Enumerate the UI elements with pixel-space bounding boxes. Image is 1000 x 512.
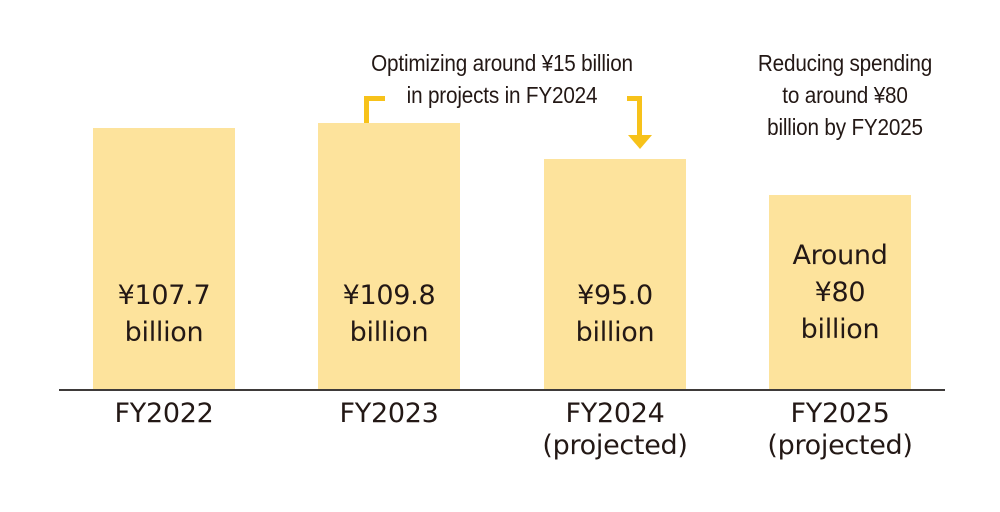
bar-value-label: ¥107.7 billion xyxy=(93,277,235,351)
bar-value: ¥109.8 xyxy=(342,280,436,311)
x-tick-label-fy2023: FY2023 xyxy=(289,398,489,430)
annotation-line: billion by FY2025 xyxy=(767,114,923,140)
bar-unit: billion xyxy=(800,314,880,345)
category-note: (projected) xyxy=(542,430,688,461)
bar-value-label: ¥109.8 billion xyxy=(318,277,460,351)
category-year: FY2023 xyxy=(339,398,439,429)
category-note: (projected) xyxy=(767,430,913,461)
x-tick-label-fy2025: FY2025 (projected) xyxy=(740,398,940,462)
bar-prefix: Around xyxy=(792,240,888,271)
connector-right-horizontal xyxy=(627,96,642,101)
arrow-down-icon xyxy=(628,135,652,149)
x-tick-label-fy2024: FY2024 (projected) xyxy=(515,398,715,462)
x-tick-label-fy2022: FY2022 xyxy=(64,398,264,430)
bar-value: ¥95.0 xyxy=(577,280,653,311)
bar-value-label: Around ¥80 billion xyxy=(769,237,911,348)
bar-fy2022: ¥107.7 billion xyxy=(93,128,235,390)
annotation-line: in projects in FY2024 xyxy=(406,82,598,108)
bar-unit: billion xyxy=(575,317,655,348)
bar-value: ¥80 xyxy=(814,277,866,308)
bar-value: ¥107.7 xyxy=(117,280,211,311)
x-axis-line xyxy=(59,389,945,391)
category-year: FY2024 xyxy=(565,398,665,429)
annotation-line: Optimizing around ¥15 billion xyxy=(371,50,633,76)
annotation-optimizing: Optimizing around ¥15 billion in project… xyxy=(340,47,664,111)
annotation-line: to around ¥80 xyxy=(782,82,908,108)
bar-value-label: ¥95.0 billion xyxy=(544,277,686,351)
bar-fy2025: Around ¥80 billion xyxy=(769,195,911,390)
bar-unit: billion xyxy=(349,317,429,348)
annotation-line: Reducing spending xyxy=(757,50,933,76)
category-year: FY2022 xyxy=(114,398,214,429)
bar-fy2024: ¥95.0 billion xyxy=(544,159,686,390)
connector-right-vertical xyxy=(637,96,642,136)
bar-fy2023: ¥109.8 billion xyxy=(318,123,460,390)
category-year: FY2025 xyxy=(790,398,890,429)
bar-unit: billion xyxy=(124,317,204,348)
connector-left-horizontal xyxy=(364,96,385,101)
annotation-reducing: Reducing spending to around ¥80 billion … xyxy=(733,47,958,143)
connector-left-vertical xyxy=(364,96,369,123)
